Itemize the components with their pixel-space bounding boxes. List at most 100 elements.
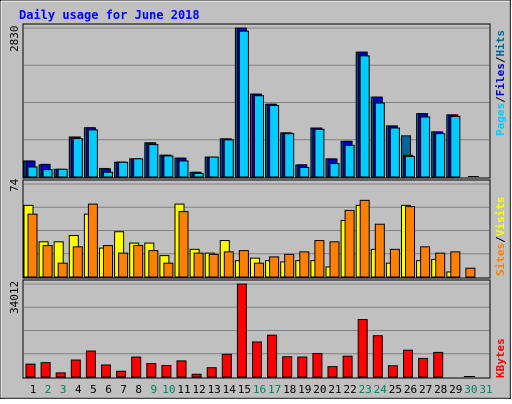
kbytes-bar <box>206 367 217 378</box>
sites-bar <box>314 240 325 278</box>
sites-bar <box>405 206 415 278</box>
legend-hits-files-pages: Pages/Files/Hits <box>494 30 507 136</box>
pages-bar <box>163 155 174 178</box>
pages-bar <box>420 116 431 178</box>
x-tick-label: 25 <box>389 383 402 396</box>
chart-title: Daily usage for June 2018 <box>19 8 200 22</box>
x-tick-label: 27 <box>419 383 432 396</box>
sites-bar <box>133 245 144 278</box>
pages-bar <box>42 169 53 178</box>
pages-bar <box>435 133 446 178</box>
x-tick-label: 18 <box>283 383 296 396</box>
pages-bar <box>374 102 385 178</box>
kbytes-bar <box>176 360 187 378</box>
pages-bar <box>178 160 189 178</box>
x-tick-label: 6 <box>105 383 112 396</box>
kbytes-bar <box>342 355 353 378</box>
legend-separator: / <box>494 96 507 103</box>
x-tick-label: 17 <box>268 383 281 396</box>
kbytes-bar <box>418 357 429 378</box>
kbytes-bar <box>282 356 293 378</box>
sites-bar <box>299 251 310 278</box>
x-tick-label: 21 <box>328 383 341 396</box>
pages-bar <box>314 128 325 178</box>
pages-bar <box>284 133 295 178</box>
x-tick-label: 7 <box>120 383 127 396</box>
legend-hits: Hits <box>494 30 507 57</box>
kbytes-bar <box>161 365 172 378</box>
x-tick-label: 13 <box>208 383 221 396</box>
kbytes-bar <box>85 350 96 378</box>
sites-bar <box>254 262 264 278</box>
x-tick-label: 10 <box>162 383 175 396</box>
kbytes-bar <box>252 341 262 378</box>
kbytes-bar <box>387 365 398 378</box>
kbytes-bar <box>463 376 475 377</box>
grid-layer <box>24 27 489 355</box>
pages-bar <box>193 172 204 178</box>
pages-bar <box>223 139 234 178</box>
kbytes-bar <box>312 352 323 378</box>
kbytes-bar <box>101 364 111 378</box>
sites-bar <box>103 245 113 278</box>
bars-layer <box>23 27 479 378</box>
kbytes-bar <box>191 373 202 378</box>
sites-bar <box>359 199 370 278</box>
x-tick-label: 20 <box>313 383 326 396</box>
sites-bar <box>163 262 174 278</box>
kbytes-bar <box>116 370 127 378</box>
x-axis-day-labels: 1 2 3 4 5 6 7 8 9 10 11 12 13 14 15 16 17 18 19 20 21 22 23 24 2… <box>30 383 493 396</box>
kbytes-bar <box>372 335 383 378</box>
pages-bar <box>148 144 159 178</box>
legend-separator: / <box>494 56 507 63</box>
hits-panel-ymax-label: 2830 <box>8 26 21 53</box>
sites-bar <box>42 245 53 278</box>
pages-bar <box>405 155 415 178</box>
kbytes-bar <box>433 351 444 378</box>
pages-bar <box>72 138 83 178</box>
sites-bar <box>374 223 385 278</box>
pages-bar <box>103 171 113 178</box>
pages-bar <box>389 127 400 178</box>
x-tick-label: 31 <box>479 383 492 396</box>
legend-pages: Pages <box>494 103 507 136</box>
x-tick-label: 11 <box>177 383 190 396</box>
x-tick-label: 1 <box>30 383 37 396</box>
kbytes-bar <box>403 349 413 378</box>
x-tick-label: 4 <box>75 383 82 396</box>
x-tick-label: 8 <box>135 383 142 396</box>
legend-separator: / <box>494 236 507 243</box>
pages-bar <box>359 55 370 178</box>
legend-kbytes: KBytes <box>494 338 507 378</box>
kbytes-bar <box>297 356 308 378</box>
legend-visits: Visits <box>494 197 507 237</box>
x-tick-label: 30 <box>464 383 477 396</box>
pages-bar <box>57 168 68 178</box>
sites-bar <box>223 251 234 278</box>
x-tick-label: 5 <box>90 383 97 396</box>
x-tick-label: 3 <box>60 383 67 396</box>
x-tick-label: 23 <box>359 383 372 396</box>
kbytes-bar <box>327 366 338 378</box>
x-tick-label: 9 <box>150 383 157 396</box>
kbytes-bar <box>267 334 278 378</box>
pages-bar <box>467 176 479 177</box>
pages-bar <box>133 158 144 178</box>
sites-bar <box>118 252 129 278</box>
x-tick-label: 2 <box>45 383 52 396</box>
sites-bar <box>420 246 431 278</box>
sites-bar <box>329 241 340 278</box>
kbytes-bar <box>357 319 368 378</box>
pages-bar <box>329 163 340 178</box>
kbytes-bar <box>25 363 36 378</box>
pages-bar <box>450 115 461 178</box>
sites-bar <box>450 251 461 278</box>
pages-bar <box>299 167 310 178</box>
visits-panel-ymax-label: 74 <box>8 178 21 192</box>
x-tick-label: 28 <box>434 383 447 396</box>
sites-bar <box>284 253 295 278</box>
x-tick-label: 29 <box>449 383 462 396</box>
sites-bar <box>269 256 280 278</box>
